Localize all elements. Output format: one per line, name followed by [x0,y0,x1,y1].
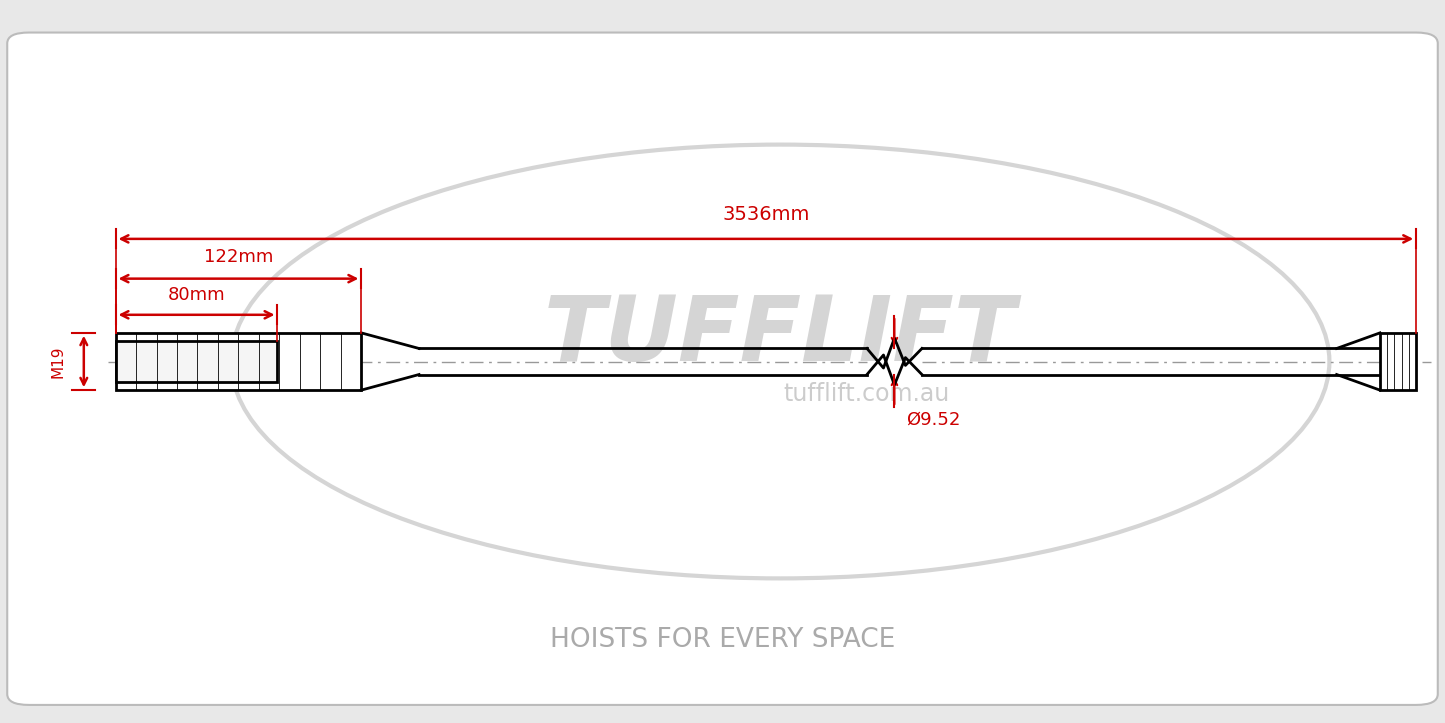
Bar [116,333,361,390]
Text: 122mm: 122mm [204,249,273,266]
Bar [1380,333,1416,390]
Text: 3536mm: 3536mm [722,205,809,224]
Text: 80mm: 80mm [168,286,225,304]
Bar [116,341,277,382]
Text: M19: M19 [51,346,65,377]
Text: tufflift.com.au: tufflift.com.au [783,382,951,406]
FancyBboxPatch shape [7,33,1438,705]
Text: HOISTS FOR EVERY SPACE: HOISTS FOR EVERY SPACE [551,627,894,653]
Text: TUFFLIFT: TUFFLIFT [545,292,1016,380]
Text: Ø9.52: Ø9.52 [906,411,961,429]
